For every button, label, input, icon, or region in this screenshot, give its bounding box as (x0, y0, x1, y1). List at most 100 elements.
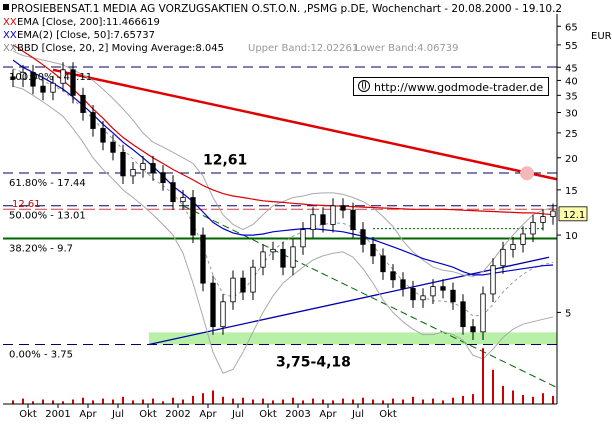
down-trendline (52, 68, 558, 181)
volume-bar (402, 399, 404, 404)
volume-bar (162, 401, 164, 404)
volume-bar (232, 398, 234, 404)
fib-level-label: 38.20% - 9.7 (9, 243, 73, 254)
volume-bar (372, 399, 374, 404)
volume-bar (472, 394, 474, 404)
candle-body (450, 289, 456, 303)
candle-body (190, 197, 196, 236)
volume-bar (192, 395, 194, 404)
candle-body (320, 214, 326, 225)
candle-body (510, 243, 516, 250)
volume-bar (512, 390, 514, 404)
candle-body (270, 248, 276, 253)
y-tick-label: 55 (565, 41, 578, 52)
falling-channel-line (182, 205, 558, 388)
website-url: http://www.godmode-trader.de (374, 81, 544, 94)
globe-icon (358, 80, 370, 92)
candle-body (50, 82, 56, 93)
x-tick-label: Okt (259, 409, 277, 420)
target-marker (520, 166, 534, 181)
volume-bar (122, 396, 124, 404)
volume-bar (342, 398, 344, 404)
candle-body (10, 76, 16, 80)
volume-bar (252, 399, 254, 404)
candle-body (530, 222, 536, 235)
x-tick-label: Jul (351, 409, 364, 420)
bbd-lower-legend: Lower Band:4.06739 (355, 43, 459, 54)
x-tick-label: Jul (231, 409, 244, 420)
x-tick-label: 2001 (45, 409, 70, 420)
candle-body (420, 295, 426, 301)
ema200-legend: EMA [Close, 200]:11.466619 (17, 17, 160, 28)
candle-body (380, 255, 386, 273)
price-tag-label: 12.1 (563, 210, 585, 221)
volume-bar (212, 390, 214, 404)
volume-bar (362, 397, 364, 404)
candle-body (20, 71, 26, 80)
y-tick-label: 15 (565, 186, 578, 197)
candle-body (480, 293, 486, 333)
volume-bar (492, 369, 494, 404)
volume-bar (42, 399, 44, 404)
volume-bar (172, 397, 174, 404)
volume-bar (112, 399, 114, 404)
candle-body (240, 277, 246, 293)
volume-bar (462, 395, 464, 404)
chart-annotation: 3,75-4,18 (276, 354, 351, 370)
candle-body (290, 246, 296, 268)
volume-bar (312, 398, 314, 404)
candle-body (490, 265, 496, 295)
y-tick-label: 45 (565, 63, 578, 74)
x-tick-label: Jul (111, 409, 124, 420)
y-tick-label: 65 (565, 22, 578, 33)
volume-bar (532, 396, 534, 404)
volume-bar (412, 396, 414, 404)
candle-body (220, 301, 226, 328)
candle-body (390, 271, 396, 281)
x-tick-label: Okt (379, 409, 397, 420)
bollinger-lower-band (12, 85, 554, 374)
volume-bar (132, 400, 134, 404)
volume-bar (182, 399, 184, 404)
volume-bar (242, 397, 244, 404)
volume-bar (92, 400, 94, 404)
volume-bar (222, 396, 224, 404)
candle-body (360, 229, 366, 245)
fib-level-label: 0.00% - 3.75 (9, 350, 73, 361)
candle-body (410, 288, 416, 301)
volume-bar (62, 401, 64, 404)
ema50-marker: XX (3, 30, 17, 41)
chart-title: PROSIEBENSAT.1 MEDIA AG VORZUGSAKTIEN O.… (11, 3, 562, 15)
candle-body (180, 197, 186, 203)
candle-body (500, 248, 506, 267)
y-tick-label: 35 (565, 91, 578, 102)
fib-level-label: 61.80% - 17.44 (9, 178, 86, 189)
price-tag-box (558, 206, 588, 222)
y-tick-label: 40 (565, 76, 578, 87)
bbd-legend: BBD [Close, 20, 2] Moving Average:8.045 (17, 43, 224, 54)
ema200-line (12, 44, 554, 216)
candle-body (370, 243, 376, 257)
volume-bar (82, 397, 84, 404)
volume-bar (392, 398, 394, 404)
ema200-marker: XX (3, 17, 17, 28)
volume-bar (442, 400, 444, 404)
volume-bar (142, 399, 144, 404)
currency-label: EUR (591, 31, 612, 42)
chart-annotation: 12,61 (203, 153, 247, 169)
candle-body (30, 71, 36, 87)
candle-body (230, 277, 236, 303)
candle-body (150, 163, 156, 174)
candle-body (440, 286, 446, 291)
candle-body (340, 205, 346, 211)
volume-bar (432, 398, 434, 404)
candle-body (520, 233, 526, 245)
fib-level-label: 100.00% - 45.11 (9, 72, 92, 83)
volume-bar (522, 395, 524, 404)
candle-body (120, 151, 126, 177)
candle-body (100, 128, 106, 143)
candle-body (350, 209, 356, 231)
volume-bar (382, 400, 384, 404)
